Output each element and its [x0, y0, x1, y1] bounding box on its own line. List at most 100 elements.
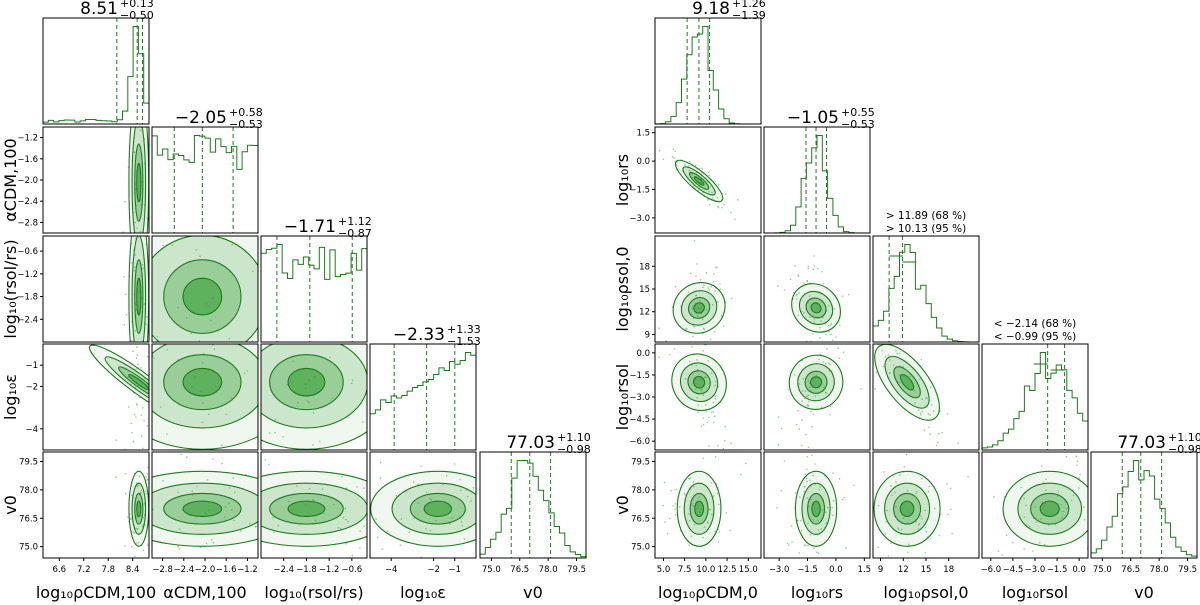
sample-point [736, 198, 739, 201]
sample-point [132, 425, 134, 427]
x-tick-label: 0.0 [829, 565, 843, 575]
histogram-v0b [1090, 459, 1198, 558]
sample-point [913, 390, 916, 392]
sample-point [707, 522, 710, 524]
sample-point [678, 355, 680, 357]
sample-point [675, 488, 677, 491]
sample-point [379, 475, 381, 477]
summary-minus-rho: −0.50 [120, 9, 154, 22]
summary-limit-rsol: < −0.99 (95 %) [994, 331, 1077, 343]
sample-point [420, 465, 422, 468]
sample-point [1038, 542, 1041, 544]
panel-rsol-rhosol [872, 343, 980, 451]
sample-point [830, 333, 832, 336]
sample-point [138, 122, 140, 124]
sample-point [368, 553, 370, 555]
sample-point [144, 121, 146, 123]
sample-point [702, 350, 705, 352]
sample-point [138, 484, 140, 487]
density-contour [136, 162, 142, 203]
panel-frame [872, 343, 980, 451]
sample-point [186, 231, 188, 233]
sample-point [688, 169, 690, 172]
sample-point [800, 310, 803, 313]
sample-point [1076, 464, 1078, 466]
sample-point [124, 249, 126, 251]
sample-point [1075, 455, 1078, 458]
sample-point [967, 475, 969, 478]
sample-point [802, 377, 805, 380]
panel-content [776, 454, 855, 555]
sample-point [308, 487, 311, 490]
sample-point [131, 425, 133, 427]
panel-content [261, 458, 381, 557]
sample-point [797, 409, 799, 412]
sample-point [724, 425, 727, 428]
sample-point [705, 410, 708, 413]
sample-point [723, 203, 725, 206]
sample-point [800, 419, 803, 421]
sample-point [326, 458, 328, 460]
sample-point [688, 519, 691, 522]
sample-point [135, 542, 138, 544]
sample-point [347, 319, 349, 321]
sample-point [687, 291, 690, 293]
sample-point [695, 364, 697, 367]
sample-point [153, 357, 155, 359]
sample-point [146, 316, 148, 318]
sample-point [810, 410, 812, 413]
sample-point [710, 482, 713, 484]
sample-point [1070, 499, 1073, 502]
sample-point [388, 370, 390, 372]
sample-point [658, 356, 660, 359]
sample-point [1040, 465, 1043, 467]
sample-point [1102, 505, 1104, 507]
sample-point [84, 415, 86, 417]
sample-point [806, 480, 808, 483]
sample-point [653, 331, 655, 333]
sample-point [800, 529, 803, 532]
sample-point [693, 348, 695, 350]
x-axis-label-alpha: αCDM,100 [163, 583, 246, 602]
sample-point [709, 338, 712, 340]
sample-point [800, 444, 803, 447]
panel-frame [479, 451, 587, 559]
sample-point [663, 481, 666, 484]
sample-point [292, 360, 295, 363]
x-tick-label: −2.4 [173, 565, 194, 575]
sample-point [700, 425, 703, 428]
sample-point [841, 295, 844, 297]
density-contour [136, 500, 142, 518]
sample-point [820, 406, 823, 409]
sample-point [231, 243, 233, 246]
sample-point [696, 315, 699, 317]
sample-point [787, 544, 790, 546]
panel-alpha-alpha: −2.05 +0.58−0.53 [151, 106, 263, 234]
y-tick-label: 15 [639, 285, 650, 295]
sample-point [803, 543, 806, 546]
sample-point [379, 477, 382, 479]
sample-point [282, 435, 284, 438]
sample-point [898, 373, 901, 376]
sample-point [146, 355, 149, 358]
sample-point [288, 339, 290, 341]
sample-point [228, 337, 231, 340]
sample-point [883, 471, 885, 473]
y-tick-label: 9 [645, 330, 650, 340]
sample-point [777, 416, 780, 418]
sample-point [133, 413, 136, 416]
sample-point [137, 361, 139, 363]
sample-point [702, 457, 705, 460]
sample-point [149, 179, 151, 181]
sample-point [906, 490, 909, 492]
sample-point [76, 425, 78, 427]
sample-point [915, 521, 917, 523]
sample-point [223, 516, 226, 518]
sample-point [803, 312, 805, 314]
x-axis-label-rsol: log₁₀rsol [1002, 583, 1068, 602]
panel-rsol-rho0: −6.0 −4.5 −3.0 −1.5 0.0 log₁₀rsol [613, 331, 762, 451]
sample-point [144, 524, 146, 526]
sample-point [345, 543, 347, 545]
